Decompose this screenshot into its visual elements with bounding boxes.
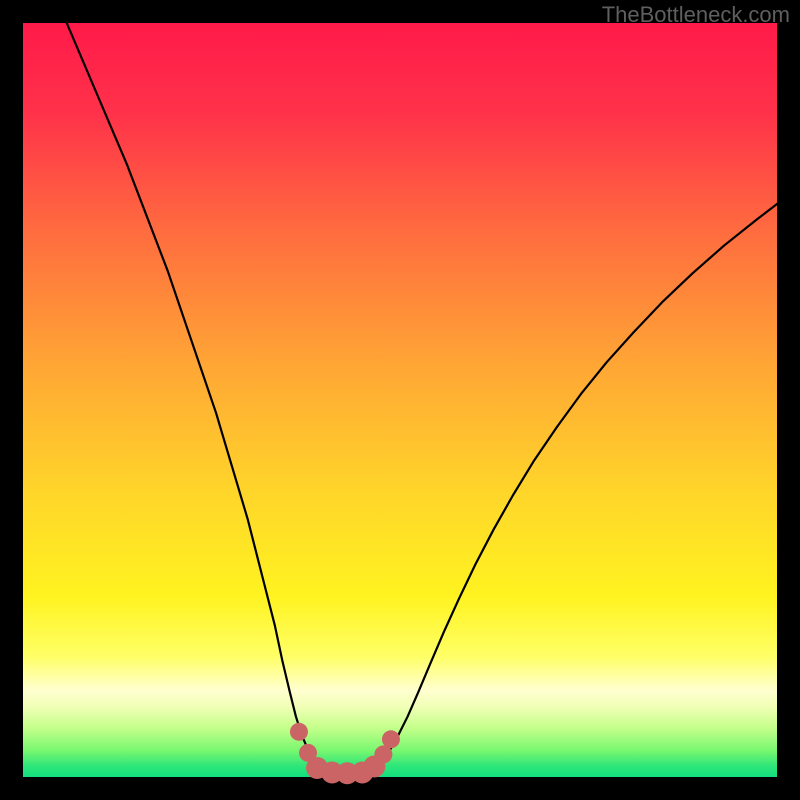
curve-marker xyxy=(382,730,400,748)
plot-background xyxy=(23,23,777,777)
curve-marker xyxy=(290,723,308,741)
plot-svg xyxy=(0,0,800,800)
watermark-text: TheBottleneck.com xyxy=(602,2,790,28)
stage xyxy=(0,0,800,800)
